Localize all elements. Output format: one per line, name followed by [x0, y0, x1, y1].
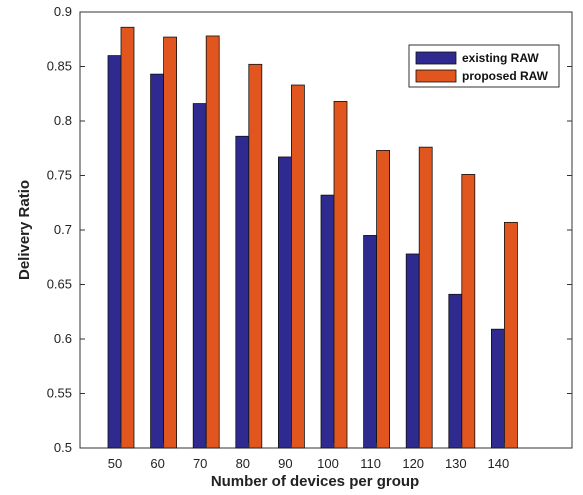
x-tick-label: 70	[193, 456, 207, 471]
bar-existing-raw	[150, 73, 165, 449]
y-tick-label: 0.8	[54, 113, 72, 128]
bar-proposed-raw	[290, 84, 305, 449]
bar-existing-raw	[363, 235, 378, 449]
x-tick-label: 90	[278, 456, 292, 471]
bar-proposed-raw	[333, 100, 348, 449]
y-tick-label: 0.5	[54, 440, 72, 455]
bar-existing-raw	[192, 103, 207, 449]
y-tick-label: 0.9	[54, 4, 72, 19]
legend-swatch	[415, 69, 457, 83]
x-tick-label: 50	[108, 456, 122, 471]
bar-proposed-raw	[205, 35, 220, 449]
legend-label: existing RAW	[462, 51, 539, 65]
y-tick-label: 0.6	[54, 331, 72, 346]
y-tick-label: 0.75	[47, 168, 72, 183]
bar-proposed-raw	[163, 36, 178, 449]
bar-existing-raw	[405, 253, 420, 449]
x-tick-label: 100	[317, 456, 339, 471]
x-tick-label: 80	[236, 456, 250, 471]
y-axis-label: Delivery Ratio	[16, 180, 33, 280]
bar-series	[107, 26, 518, 449]
legend-label: proposed RAW	[462, 69, 549, 83]
bar-existing-raw	[320, 194, 335, 449]
bar-existing-raw	[235, 135, 250, 449]
x-axis-label: Number of devices per group	[211, 473, 419, 490]
x-axis-ticks: 50 60 70 80 90 100 110 120 130 140	[108, 443, 509, 471]
x-tick-label: 60	[150, 456, 164, 471]
x-tick-label: 140	[488, 456, 510, 471]
bar-existing-raw	[448, 293, 463, 449]
bar-proposed-raw	[376, 150, 391, 449]
x-tick-label: 110	[360, 456, 381, 471]
bar-proposed-raw	[120, 26, 135, 449]
x-tick-label: 130	[445, 456, 467, 471]
y-tick-label: 0.55	[47, 386, 72, 401]
y-tick-label: 0.65	[47, 277, 72, 292]
legend-swatch	[415, 51, 457, 65]
bar-existing-raw	[107, 55, 122, 449]
legend: existing RAW proposed RAW	[408, 44, 560, 88]
y-tick-label: 0.7	[54, 222, 72, 237]
y-axis-ticks: 0.5 0.55 0.6 0.65 0.7 0.75 0.8 0.85 0.9	[47, 4, 572, 455]
bar-existing-raw	[277, 156, 292, 449]
bar-proposed-raw	[461, 174, 476, 449]
y-tick-label: 0.85	[47, 59, 72, 74]
x-tick-label: 120	[402, 456, 424, 471]
bar-existing-raw	[490, 328, 505, 449]
bar-proposed-raw	[418, 146, 433, 449]
bar-proposed-raw	[503, 221, 518, 449]
bar-proposed-raw	[248, 63, 263, 449]
